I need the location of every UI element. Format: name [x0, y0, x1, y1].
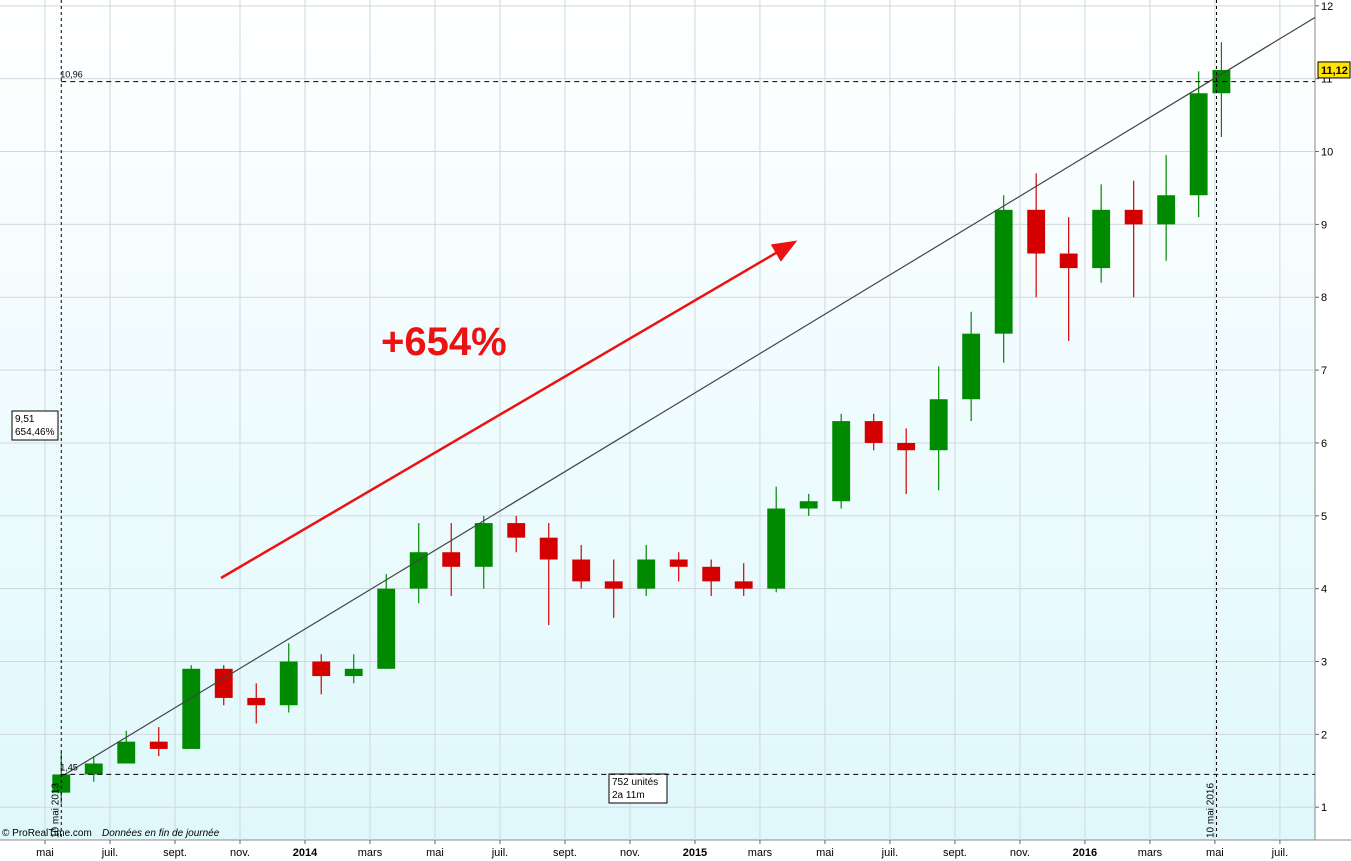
candle-body: [539, 537, 558, 560]
date-marker-label: 10 mai 2013: [50, 783, 61, 838]
copyright: © ProRealTime.com: [2, 828, 92, 839]
candle-body: [344, 668, 363, 677]
x-tick-label: juil.: [101, 847, 119, 859]
candle-body: [799, 501, 818, 509]
candle-body: [279, 661, 298, 706]
candle-body: [182, 668, 201, 749]
candle-body: [377, 588, 396, 669]
y-tick-label: 3: [1321, 657, 1327, 669]
x-tick-label: nov.: [230, 847, 250, 859]
info-text: 654,46%: [15, 427, 55, 438]
candle-body: [1027, 209, 1046, 254]
y-tick-label: 12: [1321, 1, 1333, 13]
x-tick-label: mai: [1206, 847, 1224, 859]
candle-body: [994, 209, 1013, 334]
x-tick-label: nov.: [1010, 847, 1030, 859]
x-tick-label: mai: [426, 847, 444, 859]
candle-body: [1212, 69, 1231, 94]
candle-body: [247, 697, 266, 706]
x-tick-label: mai: [816, 847, 834, 859]
candle-body: [962, 333, 981, 400]
candle-body: [409, 552, 428, 589]
x-tick-label: mai: [36, 847, 54, 859]
candle-body: [507, 523, 526, 538]
x-tick-label: 2016: [1073, 847, 1097, 859]
x-tick-label: 2014: [293, 847, 318, 859]
annotations: +654% 9,51 654,46% 752 unités 2a 11m © P…: [2, 0, 1351, 840]
trend-line: [60, 16, 1316, 778]
x-tick-label: sept.: [943, 847, 967, 859]
y-tick-label: 9: [1321, 219, 1327, 231]
candle-body: [572, 559, 591, 582]
x-tick-label: mars: [358, 847, 383, 859]
headline: +654%: [381, 320, 507, 364]
plot-area: [0, 0, 1315, 840]
candle-body: [214, 668, 233, 698]
info-text: 9,51: [15, 414, 35, 425]
candle-body: [1157, 195, 1176, 225]
candle-body: [669, 559, 688, 567]
candle-body: [149, 741, 168, 749]
candle-body: [864, 421, 883, 443]
duration-text: 752 unités: [612, 777, 658, 788]
candle-body: [897, 442, 916, 451]
level-label: 1,45: [60, 762, 78, 772]
x-tick-label: juil.: [1271, 847, 1289, 859]
y-tick-label: 4: [1321, 584, 1327, 596]
x-tick-label: mars: [748, 847, 773, 859]
footnote: Données en fin de journée: [102, 828, 220, 839]
candle-body: [1059, 253, 1078, 269]
x-tick-label: sept.: [163, 847, 187, 859]
candle-body: [117, 741, 136, 764]
candle-body: [1092, 209, 1111, 269]
candle-body: [52, 774, 71, 793]
date-marker-label: 10 mai 2016: [1206, 783, 1217, 838]
arrow: [220, 240, 798, 580]
candle-body: [1189, 93, 1208, 196]
candle-body: [637, 559, 656, 589]
last-price-label: 11,12: [1321, 65, 1348, 77]
x-tick-label: sept.: [553, 847, 577, 859]
x-tick-label: juil.: [881, 847, 899, 859]
info-box: [11, 410, 59, 441]
x-tick-label: 2015: [683, 847, 707, 859]
candle-body: [832, 421, 851, 502]
y-tick-label: 8: [1321, 292, 1327, 304]
y-tick-label: 11: [1321, 74, 1332, 86]
candle-body: [702, 566, 721, 582]
y-tick-label: 5: [1321, 511, 1327, 523]
x-tick-label: mars: [1138, 847, 1163, 859]
duration-box: [608, 773, 668, 804]
y-tick-label: 6: [1321, 438, 1327, 450]
candles: [52, 42, 1231, 804]
y-tick-label: 10: [1321, 147, 1333, 159]
candle-body: [929, 399, 948, 451]
candle-body: [84, 763, 103, 775]
y-tick-label: 1: [1321, 802, 1327, 814]
candle-body: [442, 552, 461, 567]
candle-body: [1124, 209, 1143, 225]
level-label: 10,96: [60, 70, 83, 80]
y-tick-label: 2: [1321, 729, 1327, 741]
x-tick-label: nov.: [620, 847, 640, 859]
x-tick-label: juil.: [491, 847, 509, 859]
candle-body: [312, 661, 331, 677]
last-price-box: [1317, 61, 1351, 79]
y-tick-label: 7: [1321, 365, 1327, 377]
candle-body: [734, 581, 753, 589]
candle-body: [604, 581, 623, 589]
candle-body: [767, 508, 786, 589]
duration-text: 2a 11m: [612, 790, 645, 801]
candle-body: [474, 523, 493, 567]
